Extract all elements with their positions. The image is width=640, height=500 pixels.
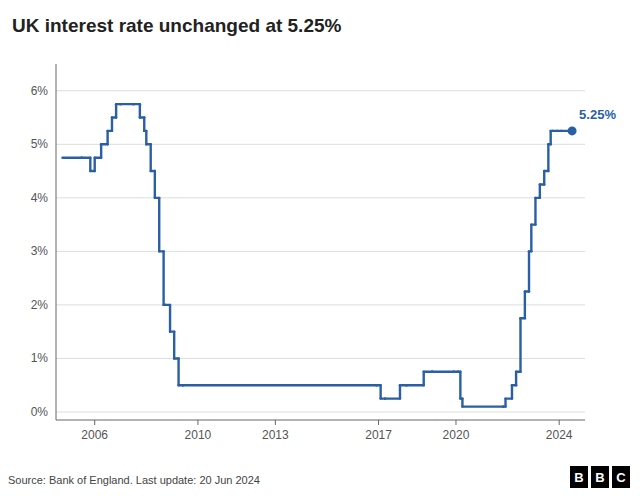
step-riser <box>145 131 147 144</box>
step-riser <box>173 332 175 359</box>
logo: BBC <box>570 466 630 488</box>
background <box>0 0 640 500</box>
chart: UK interest rate unchanged at 5.25% 0% 1% 2… <box>0 0 640 500</box>
step-riser <box>158 198 160 252</box>
step-riser <box>549 131 551 144</box>
y-tick-label: 3% <box>31 244 49 258</box>
x-tick <box>455 420 456 425</box>
grid-line <box>56 304 585 305</box>
x-tick-label: 2006 <box>81 428 108 442</box>
y-tick-label: 1% <box>31 351 49 365</box>
step-segment <box>406 384 423 386</box>
grid-line <box>56 358 585 359</box>
source: Source: Bank of England. Last update: 20… <box>8 474 260 486</box>
y-tick-label: 6% <box>31 84 49 98</box>
step-segment <box>121 103 134 105</box>
step-riser <box>143 118 145 131</box>
step-segment <box>462 405 503 407</box>
step-riser <box>423 372 425 385</box>
step-riser <box>539 184 541 197</box>
grid-line <box>56 90 585 91</box>
step-riser <box>461 399 463 407</box>
step-segment <box>432 371 454 373</box>
y-tick-label: 2% <box>31 298 49 312</box>
x-tick <box>275 420 276 425</box>
step-riser <box>459 372 461 399</box>
step-riser <box>547 144 549 171</box>
x-tick-label: 2017 <box>365 428 392 442</box>
step-riser <box>106 131 108 144</box>
grid-line <box>56 251 585 252</box>
step-riser <box>543 171 545 184</box>
step-riser <box>89 158 91 171</box>
annotation: 5.25% <box>579 107 616 122</box>
step-riser <box>154 171 156 198</box>
step-riser <box>504 399 506 407</box>
step-riser <box>519 318 521 372</box>
x-tick-label: 2020 <box>443 428 470 442</box>
series <box>62 104 576 406</box>
x-tick-label: 2010 <box>185 428 212 442</box>
x-tick-label: 2013 <box>262 428 289 442</box>
step-riser <box>139 104 141 117</box>
x-tick <box>94 420 95 425</box>
step-riser <box>100 144 102 157</box>
grid-line <box>56 144 585 145</box>
x-tick <box>559 420 560 425</box>
x-tick <box>197 420 198 425</box>
step-riser <box>379 385 381 398</box>
step-riser <box>511 385 513 398</box>
step-riser <box>169 305 171 332</box>
title: UK interest rate unchanged at 5.25% <box>12 15 342 36</box>
step-riser <box>515 372 517 385</box>
y-tick-label: 5% <box>31 137 49 151</box>
step-riser <box>162 251 164 305</box>
step-riser <box>94 158 96 171</box>
step-riser <box>150 144 152 171</box>
step-segment <box>183 384 377 386</box>
step-segment <box>62 156 81 158</box>
grid-line <box>56 411 585 412</box>
step-riser <box>528 251 530 291</box>
step-riser <box>530 225 532 252</box>
end-dot <box>568 126 577 135</box>
step-segment <box>82 156 91 158</box>
step-segment <box>385 397 400 399</box>
step-riser <box>177 358 179 385</box>
grid-line <box>56 197 585 198</box>
y-tick-label: 4% <box>31 191 49 205</box>
y-axis <box>56 64 57 420</box>
x-tick <box>378 420 379 425</box>
x-axis <box>56 420 585 421</box>
step-riser <box>534 198 536 225</box>
step-riser <box>111 118 113 131</box>
step-riser <box>115 104 117 117</box>
x-tick-label: 2024 <box>546 428 573 442</box>
step-segment <box>424 371 433 373</box>
logo-text: BBC <box>574 470 626 485</box>
grid <box>56 91 585 412</box>
step-riser <box>524 292 526 319</box>
y-tick-label: 0% <box>31 405 49 419</box>
step-riser <box>399 385 401 398</box>
